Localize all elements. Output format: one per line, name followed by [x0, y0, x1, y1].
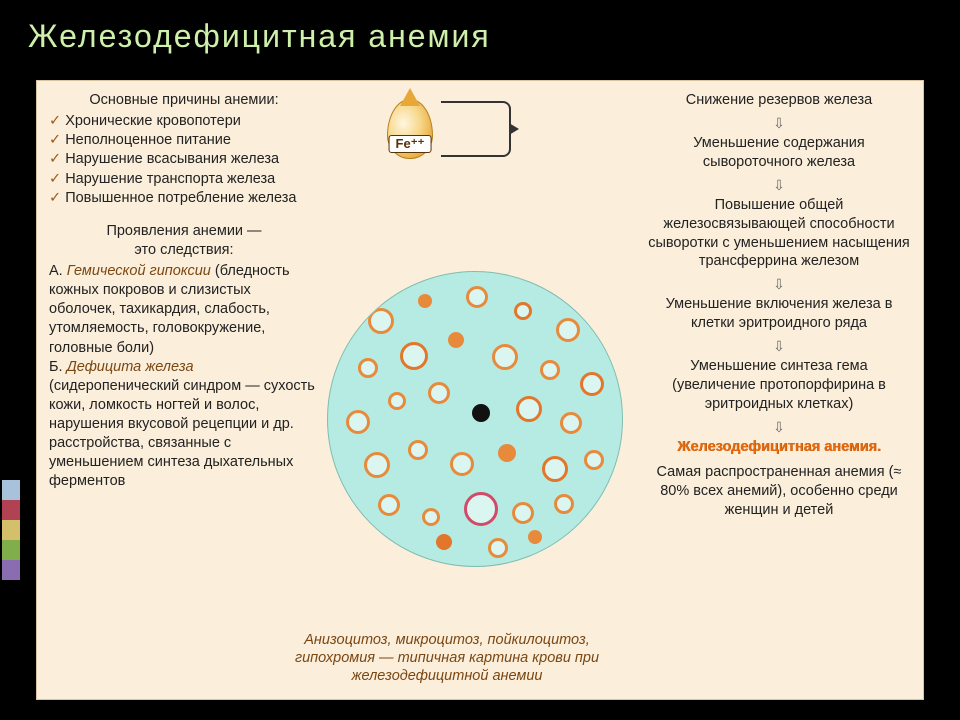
blood-cell	[346, 410, 370, 434]
blood-cell	[542, 456, 568, 482]
stripe-segment	[2, 540, 20, 560]
cause-item: ✓ Неполноценное питание	[49, 131, 319, 150]
cause-item: ✓ Хронические кровопотери	[49, 112, 319, 131]
blood-cell	[418, 294, 432, 308]
blood-cell	[378, 494, 400, 516]
arrow-down-icon: ⇩	[647, 275, 911, 293]
arrow-down-icon: ⇩	[647, 418, 911, 436]
fe-label: Fe⁺⁺	[389, 135, 432, 153]
right-column: Снижение резервов железа ⇩ Уменьшение соде…	[647, 91, 911, 525]
blood-cell	[422, 508, 440, 526]
blood-cell	[364, 452, 390, 478]
blood-cell	[466, 286, 488, 308]
cause-item: ✓ Повышенное потребление железа	[49, 189, 319, 208]
arrow-down-icon: ⇩	[647, 176, 911, 194]
blood-cell	[554, 494, 574, 514]
stripe-segment	[2, 560, 20, 580]
blood-cell	[528, 530, 542, 544]
blood-cell	[488, 538, 508, 558]
blood-cell	[428, 382, 450, 404]
causes-heading: Основные причины анемии:	[49, 91, 319, 110]
content-panel: Основные причины анемии: ✓ Хронические к…	[36, 80, 924, 700]
manifestations-heading: Проявления анемии — это следствия:	[49, 222, 319, 260]
blood-cell	[492, 344, 518, 370]
bracket-arrow-icon	[441, 101, 511, 157]
blood-cell	[580, 372, 604, 396]
blood-cell	[408, 440, 428, 460]
prevalence-note: Самая распространенная анемия (≈ 80% все…	[647, 463, 911, 520]
decor-side-stripes	[0, 480, 22, 580]
blood-cell	[498, 444, 516, 462]
blood-smear-diagram	[327, 271, 623, 567]
pathway-step: Повышение общей железосвязывающей способ…	[647, 196, 911, 271]
blood-cell	[436, 534, 452, 550]
arrow-down-icon: ⇩	[647, 337, 911, 355]
blood-cell	[516, 396, 542, 422]
cause-item: ✓ Нарушение транспорта железа	[49, 170, 319, 189]
cause-item: ✓ Нарушение всасывания железа	[49, 150, 319, 169]
smear-caption: Анизоцитоз, микроцитоз, пойкилоцитоз, ги…	[287, 631, 607, 685]
blood-cell	[448, 332, 464, 348]
left-column: Основные причины анемии: ✓ Хронические к…	[49, 91, 319, 492]
blood-cell	[388, 392, 406, 410]
blood-cell	[464, 492, 498, 526]
blood-cell	[556, 318, 580, 342]
pathway-result: Железодефицитная анемия.	[647, 438, 911, 457]
blood-cell	[472, 404, 490, 422]
blood-cell	[514, 302, 532, 320]
arrow-down-icon: ⇩	[647, 114, 911, 132]
stripe-segment	[2, 500, 20, 520]
pathway-step: Уменьшение синтеза гема (увеличение прот…	[647, 357, 911, 414]
blood-cell	[512, 502, 534, 524]
stripe-segment	[2, 480, 20, 500]
pathway-step: Снижение резервов железа	[647, 91, 911, 110]
blood-cell	[368, 308, 394, 334]
pathway-step: Уменьшение содержания сывороточного желе…	[647, 134, 911, 172]
blood-cell	[358, 358, 378, 378]
manifestation-b: Б. Дефицита железа (сидеропенический син…	[49, 358, 319, 492]
blood-cell	[584, 450, 604, 470]
blood-cell	[540, 360, 560, 380]
stripe-segment	[2, 520, 20, 540]
pathway-step: Уменьшение включения железа в клетки эри…	[647, 295, 911, 333]
blood-cell	[560, 412, 582, 434]
causes-list: ✓ Хронические кровопотери✓ Неполноценное…	[49, 112, 319, 208]
blood-cell	[400, 342, 428, 370]
iron-drop-icon: Fe⁺⁺	[387, 99, 433, 163]
manifestation-a: А. Гемической гипоксии (бледность кожных…	[49, 262, 319, 358]
slide-title: Железодефицитная анемия	[0, 0, 960, 63]
blood-cell	[450, 452, 474, 476]
